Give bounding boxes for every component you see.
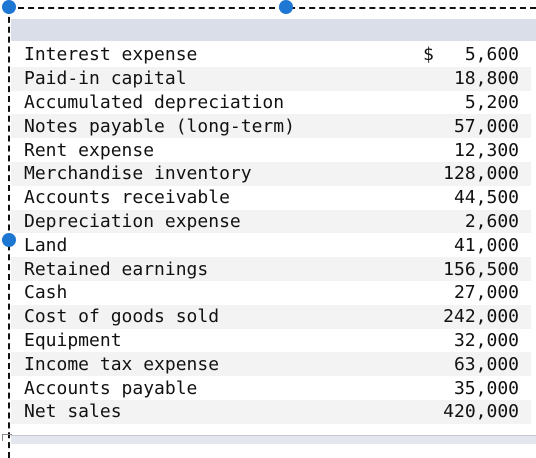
- table-row: Notes payable (long-term) 57,000: [11, 114, 531, 139]
- account-name: Paid-in capital: [24, 68, 187, 90]
- resize-handle-middle-left[interactable]: [2, 233, 16, 247]
- account-name: Interest expense: [24, 44, 198, 66]
- corner-marker: [2, 434, 12, 441]
- amount-value: 18,800: [453, 68, 519, 90]
- selection-border-top: [8, 7, 536, 9]
- table-row: Retained earnings 156,500: [11, 257, 531, 281]
- amount-value: 27,000: [453, 282, 519, 304]
- account-name: Merchandise inventory: [24, 163, 252, 185]
- amount-value: 156,500: [443, 258, 519, 280]
- amount-value: 5,600: [464, 44, 519, 66]
- accounts-table: Interest expense $ 5,600 Paid-in capital…: [11, 43, 531, 424]
- account-name: Cost of goods sold: [24, 306, 220, 328]
- account-amount: 27,000: [423, 282, 519, 303]
- table-footer-band: [11, 435, 536, 444]
- account-amount: 32,000: [423, 330, 519, 351]
- account-amount: 57,000: [423, 116, 519, 137]
- table-row: Cash 27,000: [11, 281, 531, 305]
- account-name: Retained earnings: [24, 258, 209, 280]
- table-row: Paid-in capital 18,800: [11, 66, 531, 91]
- account-amount: 41,000: [423, 235, 519, 256]
- account-name: Net sales: [24, 401, 122, 423]
- amount-value: 44,500: [453, 187, 519, 209]
- table-row: Land 41,000: [11, 233, 531, 257]
- account-name: Depreciation expense: [24, 210, 241, 232]
- table-row: Accumulated depreciation 5,200: [11, 91, 531, 115]
- account-name: Accounts receivable: [24, 187, 230, 209]
- account-amount: 128,000: [423, 163, 519, 184]
- table-row: Accounts receivable 44,500: [11, 186, 531, 210]
- amount-value: 5,200: [464, 91, 519, 113]
- currency-symbol: $: [423, 44, 434, 66]
- account-name: Land: [24, 234, 68, 256]
- table-row: Net sales 420,000: [11, 399, 531, 424]
- resize-handle-top-middle[interactable]: [279, 0, 293, 14]
- amount-value: 35,000: [453, 377, 519, 399]
- table-row: Rent expense 12,300: [11, 138, 531, 162]
- amount-value: 242,000: [443, 306, 519, 328]
- table-header-band: [11, 19, 536, 41]
- account-name: Accumulated depreciation: [24, 91, 285, 113]
- amount-value: 57,000: [453, 115, 519, 137]
- account-amount: 18,800: [423, 68, 519, 89]
- account-amount: 242,000: [423, 306, 519, 327]
- resize-handle-top-left[interactable]: [2, 0, 16, 14]
- account-amount: 63,000: [423, 354, 519, 375]
- amount-value: 2,600: [464, 210, 519, 232]
- selection-border-left: [8, 7, 10, 458]
- account-amount: 420,000: [423, 401, 519, 422]
- table-row: Cost of goods sold 242,000: [11, 304, 531, 329]
- table-row: Income tax expense 63,000: [11, 352, 531, 377]
- account-name: Accounts payable: [24, 377, 198, 399]
- account-name: Notes payable (long-term): [24, 115, 295, 137]
- account-name: Equipment: [24, 329, 122, 351]
- amount-value: 12,300: [453, 139, 519, 161]
- amount-value: 32,000: [453, 329, 519, 351]
- amount-value: 420,000: [443, 401, 519, 423]
- amount-value: 63,000: [453, 353, 519, 375]
- account-amount: 5,200: [423, 92, 519, 113]
- account-amount: $ 5,600: [423, 44, 519, 65]
- table-row: Merchandise inventory 128,000: [11, 161, 531, 186]
- table-row: Depreciation expense 2,600: [11, 209, 531, 234]
- table-row: Interest expense $ 5,600: [11, 43, 531, 67]
- table-row: Equipment 32,000: [11, 329, 531, 353]
- account-name: Rent expense: [24, 139, 155, 161]
- account-name: Income tax expense: [24, 353, 220, 375]
- account-name: Cash: [24, 282, 68, 304]
- amount-value: 41,000: [453, 234, 519, 256]
- amount-value: 128,000: [443, 163, 519, 185]
- table-row: Accounts payable 35,000: [11, 376, 531, 400]
- account-amount: 156,500: [423, 259, 519, 280]
- account-amount: 35,000: [423, 378, 519, 399]
- account-amount: 12,300: [423, 140, 519, 161]
- account-amount: 44,500: [423, 187, 519, 208]
- account-amount: 2,600: [423, 211, 519, 232]
